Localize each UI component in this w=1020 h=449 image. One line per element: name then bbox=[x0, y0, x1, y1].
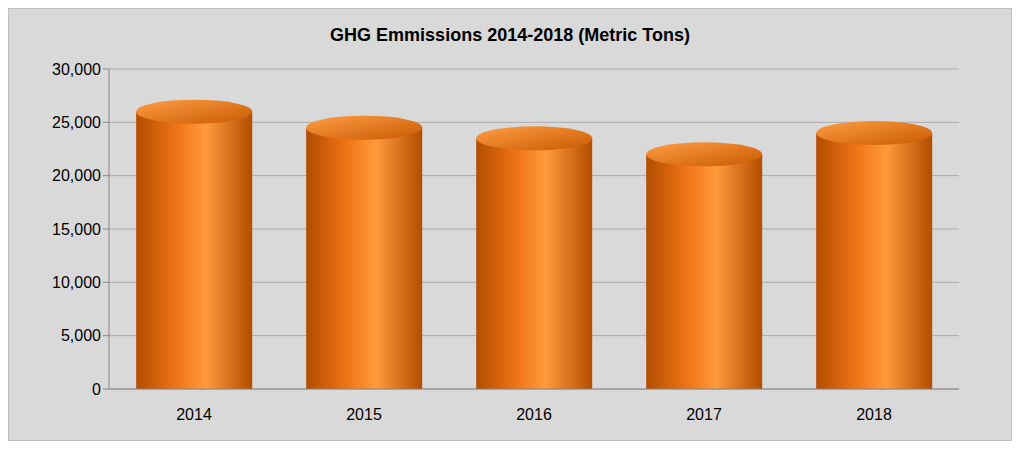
svg-text:30,000: 30,000 bbox=[52, 61, 101, 78]
svg-text:20,000: 20,000 bbox=[52, 167, 101, 184]
svg-text:15,000: 15,000 bbox=[52, 221, 101, 238]
svg-text:2014: 2014 bbox=[176, 406, 212, 423]
svg-text:10,000: 10,000 bbox=[52, 274, 101, 291]
svg-text:25,000: 25,000 bbox=[52, 114, 101, 131]
svg-text:2016: 2016 bbox=[516, 406, 552, 423]
svg-text:5,000: 5,000 bbox=[61, 327, 101, 344]
svg-text:2015: 2015 bbox=[346, 406, 382, 423]
html-text:GHG Emmissions 2014-2018 (Metr: GHG Emmissions 2014-2018 (Metric Tons) bbox=[330, 25, 690, 45]
svg-text:0: 0 bbox=[92, 381, 101, 398]
svg-text:2017: 2017 bbox=[686, 406, 722, 423]
svg-text:2018: 2018 bbox=[856, 406, 892, 423]
